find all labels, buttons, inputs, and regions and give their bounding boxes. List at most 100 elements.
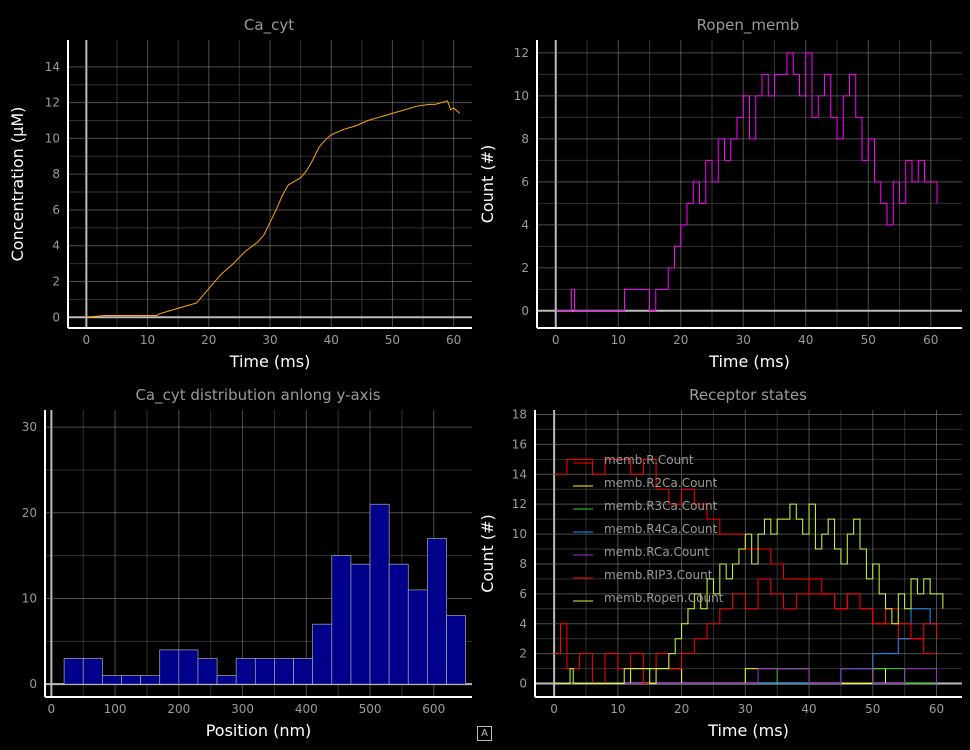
histogram-bar <box>140 675 161 685</box>
legend-entry: memb.RIP3.Count <box>604 568 713 582</box>
y-tick-label: 10 <box>512 527 527 541</box>
histogram-bar <box>274 658 294 685</box>
x-axis-label: Time (ms) <box>708 352 790 371</box>
y-tick-label: 8 <box>52 167 60 181</box>
histogram-bar <box>197 658 218 685</box>
chart-dist: 0 100 200 300 400 500 600 0 10 20 30 Ca_cyt distrib… <box>22 386 472 740</box>
histogram-bar <box>82 658 103 685</box>
y-tick-label: 8 <box>519 557 527 571</box>
x-axis-label: Time (ms) <box>229 352 311 371</box>
histogram-bar <box>388 563 409 685</box>
y-tick-label: 12 <box>512 497 527 511</box>
chart-ca: 0 10 20 30 40 50 60 0 2 4 6 8 10 12 14 Ca_cyt Time (ms) C… <box>8 16 472 371</box>
x-tick-label: 50 <box>861 333 876 347</box>
histogram-bar <box>216 675 237 685</box>
histogram-bar <box>178 649 199 685</box>
x-tick-label: 50 <box>865 702 880 716</box>
y-tick-label: 4 <box>52 239 60 253</box>
x-tick-label: 20 <box>674 702 689 716</box>
x-tick-label: 0 <box>48 702 56 716</box>
series-line <box>554 668 938 685</box>
histogram-bar <box>63 658 84 685</box>
x-tick-label: 0 <box>550 702 558 716</box>
x-tick-label: 60 <box>929 702 944 716</box>
x-tick-label: 40 <box>798 333 813 347</box>
chart-title: Ropen_memb <box>697 16 800 35</box>
y-tick-label: 16 <box>512 437 527 451</box>
x-tick-label: 10 <box>611 333 626 347</box>
x-tick-label: 30 <box>738 702 753 716</box>
histogram-bar <box>102 675 122 685</box>
y-tick-label: 30 <box>22 420 37 434</box>
x-tick-label: 100 <box>104 702 127 716</box>
y-tick-label: 18 <box>512 407 527 421</box>
y-tick-label: 4 <box>519 617 527 631</box>
y-tick-label: 20 <box>22 506 37 520</box>
y-tick-label: 14 <box>512 467 527 481</box>
y-tick-label: 2 <box>519 647 527 661</box>
y-tick-label: 10 <box>22 591 37 605</box>
legend-entry: memb.RCa.Count <box>604 545 709 559</box>
x-tick-label: 30 <box>736 333 751 347</box>
x-tick-label: 500 <box>359 702 382 716</box>
x-axis-label: Time (ms) <box>707 721 789 740</box>
y-tick-label: 14 <box>45 60 60 74</box>
y-axis-label: Concentration (μM) <box>8 107 27 262</box>
y-tick-label: 12 <box>45 96 60 110</box>
x-tick-label: 20 <box>673 333 688 347</box>
histogram-bar <box>369 503 390 685</box>
series-line <box>555 52 938 312</box>
histogram-bar <box>407 589 428 685</box>
y-tick-label: 10 <box>45 131 60 145</box>
histogram-bar <box>254 658 275 685</box>
histogram-bar <box>293 658 314 685</box>
histogram-bar <box>331 555 352 685</box>
y-tick-label: 10 <box>514 89 529 103</box>
x-tick-label: 30 <box>262 333 277 347</box>
x-tick-label: 0 <box>83 333 91 347</box>
y-tick-label: 2 <box>521 261 529 275</box>
y-tick-label: 6 <box>519 587 527 601</box>
histogram-bar <box>312 623 333 685</box>
series-line <box>554 578 938 685</box>
y-tick-label: 0 <box>521 304 529 318</box>
y-tick-label: 8 <box>521 132 529 146</box>
series-line <box>554 503 944 685</box>
x-tick-label: 60 <box>923 333 938 347</box>
x-tick-label: 400 <box>295 702 318 716</box>
x-tick-label: 40 <box>324 333 339 347</box>
chart-title: Ca_cyt distribution anlong y-axis <box>135 386 380 405</box>
y-tick-label: 6 <box>52 203 60 217</box>
y-tick-label: 6 <box>521 175 529 189</box>
histogram-bar <box>159 649 180 685</box>
y-axis-label: Count (#) <box>478 514 497 593</box>
histogram-bar <box>427 538 447 685</box>
legend-entry: memb.R4Ca.Count <box>604 522 718 536</box>
y-axis-label: Count (#) <box>478 145 497 224</box>
histogram-bar <box>446 615 466 685</box>
x-tick-label: 600 <box>422 702 445 716</box>
x-tick-label: 40 <box>801 702 816 716</box>
x-tick-label: 300 <box>231 702 254 716</box>
legend-entry: memb.R3Ca.Count <box>604 499 718 513</box>
histogram-bar <box>235 658 256 685</box>
logo-icon: A <box>477 726 492 741</box>
x-axis-label: Position (nm) <box>206 721 312 740</box>
chart-title: Receptor states <box>689 386 807 404</box>
chart-states: 0 10 20 30 40 50 60 0 2 4 6 8 10 12 14 16 18 Receptor sta… <box>478 386 962 740</box>
chart-ropen: 0 10 20 30 40 50 60 0 2 4 6 8 10 12 Ropen_memb Time (ms… <box>478 16 962 371</box>
y-tick-label: 0 <box>519 677 527 691</box>
histogram-bar <box>121 675 141 685</box>
x-tick-label: 60 <box>446 333 461 347</box>
series-line <box>86 100 461 318</box>
x-tick-label: 10 <box>140 333 155 347</box>
x-tick-label: 20 <box>201 333 216 347</box>
x-tick-label: 50 <box>385 333 400 347</box>
x-tick-label: 200 <box>167 702 190 716</box>
x-tick-label: 0 <box>552 333 560 347</box>
legend-entry: memb.Ropen.Count <box>604 591 724 605</box>
y-tick-label: 2 <box>52 274 60 288</box>
legend-entry: memb.R.Count <box>604 453 694 467</box>
y-tick-label: 0 <box>52 310 60 324</box>
